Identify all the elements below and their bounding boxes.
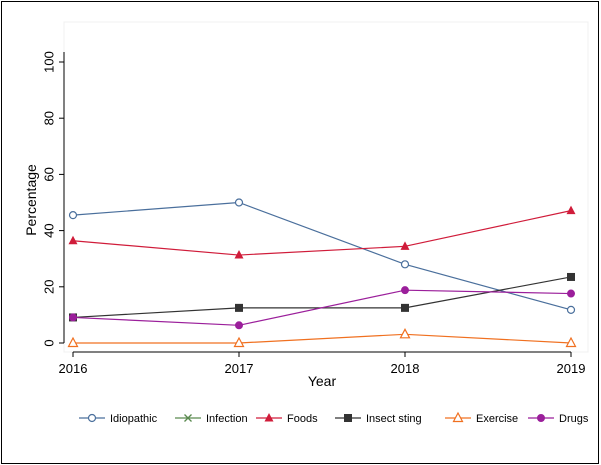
legend-label: Idiopathic: [110, 413, 158, 425]
y-axis-title: Percentage: [23, 164, 39, 236]
legend-item-idiopathic: Idiopathic: [79, 413, 158, 425]
data-point-drugs: [69, 313, 77, 322]
legend-item-exercise: Exercise: [445, 411, 518, 425]
data-point-foods: [400, 241, 410, 250]
legend-label: Foods: [287, 413, 318, 425]
y-tick-label: 40: [41, 223, 56, 237]
legend-marker: [537, 414, 545, 422]
data-point-foods: [68, 235, 78, 245]
legend-label: Infection: [206, 413, 248, 425]
marker-stroke: [184, 414, 192, 422]
legend-label: Exercise: [476, 413, 518, 425]
data-point-idiopathic: [234, 198, 244, 207]
data-point-exercise: [233, 336, 245, 348]
x-tick-label: 2019: [557, 361, 586, 376]
data-point-exercise: [67, 336, 79, 348]
data-point-foods: [566, 205, 576, 215]
data-point-exercise: [399, 328, 411, 339]
x-tick-label: 2018: [391, 361, 420, 376]
data-point-foods: [234, 250, 244, 259]
series-line-exercise: [73, 333, 572, 344]
legend-marker: [87, 413, 97, 423]
legend-label: Insect sting: [366, 413, 422, 425]
series-line-idiopathic: [72, 201, 572, 311]
data-point-drugs: [567, 289, 575, 298]
legend-marker: [452, 411, 464, 423]
data-point-idiopathic: [566, 305, 576, 314]
series-line-foods: [72, 210, 572, 256]
legend-marker: [264, 413, 274, 422]
y-tick-label: 100: [41, 51, 56, 73]
legend-marker: [184, 414, 192, 422]
y-tick-label: 60: [41, 167, 56, 181]
series-line-drugs: [72, 289, 572, 326]
data-point-insect-sting: [401, 303, 409, 312]
legend-label: Drugs: [559, 413, 589, 425]
data-point-drugs: [235, 321, 243, 330]
data-point-insect-sting: [235, 303, 243, 312]
data-point-drugs: [401, 286, 409, 295]
legend-item-foods: Foods: [256, 413, 318, 425]
plot-area: [63, 21, 589, 353]
data-point-idiopathic: [68, 211, 78, 220]
x-tick-label: 2016: [59, 361, 88, 376]
legend-item-infection: Infection: [175, 413, 248, 425]
y-tick-label: 80: [41, 111, 56, 125]
x-tick-label: 2017: [225, 361, 254, 376]
legend-marker: [344, 414, 352, 422]
x-axis-title: Year: [308, 373, 337, 389]
legend-item-insect-sting: Insect sting: [335, 413, 422, 425]
data-point-insect-sting: [567, 272, 575, 281]
data-point-idiopathic: [400, 260, 410, 269]
data-point-exercise: [565, 336, 577, 348]
legend-item-drugs: Drugs: [528, 413, 589, 425]
y-tick-label: 0: [41, 339, 56, 346]
y-tick-label: 20: [41, 280, 56, 294]
